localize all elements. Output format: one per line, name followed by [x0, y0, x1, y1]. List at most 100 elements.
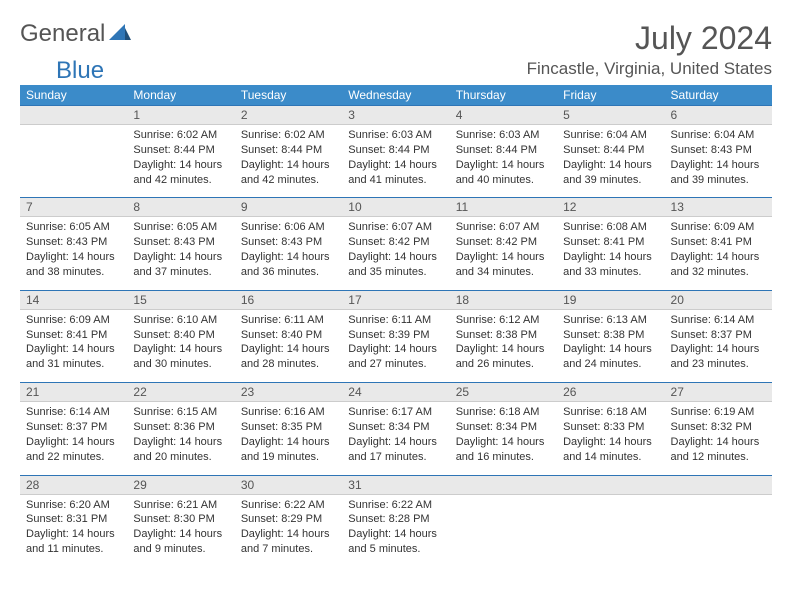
sunset-line: Sunset: 8:42 PM — [348, 235, 443, 250]
day-number-cell: 3 — [342, 106, 449, 125]
daylight-line: Daylight: 14 hours and 37 minutes. — [133, 250, 228, 280]
day-number-cell: 1 — [127, 106, 234, 125]
sunset-line: Sunset: 8:34 PM — [348, 420, 443, 435]
day-content-cell: Sunrise: 6:05 AMSunset: 8:43 PMDaylight:… — [20, 217, 127, 290]
day-number-cell: 16 — [235, 290, 342, 309]
day-content-cell: Sunrise: 6:17 AMSunset: 8:34 PMDaylight:… — [342, 402, 449, 475]
day-content-cell: Sunrise: 6:14 AMSunset: 8:37 PMDaylight:… — [665, 309, 772, 382]
weekday-header: Monday — [127, 85, 234, 106]
day-content-cell: Sunrise: 6:18 AMSunset: 8:33 PMDaylight:… — [557, 402, 664, 475]
daylight-line: Daylight: 14 hours and 12 minutes. — [671, 435, 766, 465]
sunset-line: Sunset: 8:36 PM — [133, 420, 228, 435]
day-number-row: 14151617181920 — [20, 290, 772, 309]
day-content-cell — [20, 125, 127, 198]
sunset-line: Sunset: 8:43 PM — [26, 235, 121, 250]
sunset-line: Sunset: 8:30 PM — [133, 512, 228, 527]
day-number-cell: 29 — [127, 475, 234, 494]
daylight-line: Daylight: 14 hours and 27 minutes. — [348, 342, 443, 372]
day-number-cell: 27 — [665, 383, 772, 402]
sunrise-line: Sunrise: 6:19 AM — [671, 405, 766, 420]
sunrise-line: Sunrise: 6:11 AM — [241, 313, 336, 328]
sunrise-line: Sunrise: 6:04 AM — [671, 128, 766, 143]
day-number-cell: 20 — [665, 290, 772, 309]
day-content-cell: Sunrise: 6:16 AMSunset: 8:35 PMDaylight:… — [235, 402, 342, 475]
daylight-line: Daylight: 14 hours and 34 minutes. — [456, 250, 551, 280]
weekday-header: Saturday — [665, 85, 772, 106]
sunset-line: Sunset: 8:43 PM — [671, 143, 766, 158]
daylight-line: Daylight: 14 hours and 38 minutes. — [26, 250, 121, 280]
daylight-line: Daylight: 14 hours and 7 minutes. — [241, 527, 336, 557]
day-number-cell: 25 — [450, 383, 557, 402]
day-number-row: 78910111213 — [20, 198, 772, 217]
logo-word1: General — [20, 20, 105, 48]
day-number-row: 123456 — [20, 106, 772, 125]
sunset-line: Sunset: 8:44 PM — [348, 143, 443, 158]
daylight-line: Daylight: 14 hours and 32 minutes. — [671, 250, 766, 280]
sunrise-line: Sunrise: 6:07 AM — [456, 220, 551, 235]
day-content-cell: Sunrise: 6:07 AMSunset: 8:42 PMDaylight:… — [342, 217, 449, 290]
header: General July 2024 Fincastle, Virginia, U… — [20, 20, 772, 79]
title-block: July 2024 Fincastle, Virginia, United St… — [527, 20, 772, 79]
sunset-line: Sunset: 8:35 PM — [241, 420, 336, 435]
daylight-line: Daylight: 14 hours and 33 minutes. — [563, 250, 658, 280]
daylight-line: Daylight: 14 hours and 39 minutes. — [671, 158, 766, 188]
daylight-line: Daylight: 14 hours and 22 minutes. — [26, 435, 121, 465]
weekday-header: Wednesday — [342, 85, 449, 106]
weekday-header: Friday — [557, 85, 664, 106]
sunset-line: Sunset: 8:41 PM — [26, 328, 121, 343]
logo-word2: Blue — [56, 57, 104, 85]
sunrise-line: Sunrise: 6:04 AM — [563, 128, 658, 143]
day-number-cell: 11 — [450, 198, 557, 217]
daylight-line: Daylight: 14 hours and 26 minutes. — [456, 342, 551, 372]
day-content-cell: Sunrise: 6:18 AMSunset: 8:34 PMDaylight:… — [450, 402, 557, 475]
sunrise-line: Sunrise: 6:18 AM — [563, 405, 658, 420]
sunset-line: Sunset: 8:44 PM — [241, 143, 336, 158]
day-number-cell: 31 — [342, 475, 449, 494]
sunrise-line: Sunrise: 6:17 AM — [348, 405, 443, 420]
day-number-cell: 26 — [557, 383, 664, 402]
sunrise-line: Sunrise: 6:05 AM — [26, 220, 121, 235]
daylight-line: Daylight: 14 hours and 39 minutes. — [563, 158, 658, 188]
day-content-row: Sunrise: 6:02 AMSunset: 8:44 PMDaylight:… — [20, 125, 772, 198]
day-number-cell: 7 — [20, 198, 127, 217]
day-content-cell: Sunrise: 6:08 AMSunset: 8:41 PMDaylight:… — [557, 217, 664, 290]
day-content-cell: Sunrise: 6:06 AMSunset: 8:43 PMDaylight:… — [235, 217, 342, 290]
weekday-header-row: SundayMondayTuesdayWednesdayThursdayFrid… — [20, 85, 772, 106]
sunrise-line: Sunrise: 6:20 AM — [26, 498, 121, 513]
sunrise-line: Sunrise: 6:12 AM — [456, 313, 551, 328]
sunset-line: Sunset: 8:38 PM — [563, 328, 658, 343]
day-content-cell: Sunrise: 6:03 AMSunset: 8:44 PMDaylight:… — [450, 125, 557, 198]
day-content-cell: Sunrise: 6:11 AMSunset: 8:39 PMDaylight:… — [342, 309, 449, 382]
sunrise-line: Sunrise: 6:22 AM — [348, 498, 443, 513]
daylight-line: Daylight: 14 hours and 20 minutes. — [133, 435, 228, 465]
sunset-line: Sunset: 8:39 PM — [348, 328, 443, 343]
sunset-line: Sunset: 8:38 PM — [456, 328, 551, 343]
calendar-table: SundayMondayTuesdayWednesdayThursdayFrid… — [20, 85, 772, 567]
sunrise-line: Sunrise: 6:11 AM — [348, 313, 443, 328]
weekday-header: Thursday — [450, 85, 557, 106]
sunset-line: Sunset: 8:41 PM — [671, 235, 766, 250]
daylight-line: Daylight: 14 hours and 19 minutes. — [241, 435, 336, 465]
logo-triangle-icon — [109, 24, 131, 45]
day-content-cell: Sunrise: 6:04 AMSunset: 8:43 PMDaylight:… — [665, 125, 772, 198]
daylight-line: Daylight: 14 hours and 40 minutes. — [456, 158, 551, 188]
daylight-line: Daylight: 14 hours and 17 minutes. — [348, 435, 443, 465]
day-number-cell: 2 — [235, 106, 342, 125]
sunset-line: Sunset: 8:32 PM — [671, 420, 766, 435]
sunrise-line: Sunrise: 6:02 AM — [133, 128, 228, 143]
sunrise-line: Sunrise: 6:03 AM — [348, 128, 443, 143]
day-number-cell: 18 — [450, 290, 557, 309]
day-content-cell: Sunrise: 6:10 AMSunset: 8:40 PMDaylight:… — [127, 309, 234, 382]
sunset-line: Sunset: 8:29 PM — [241, 512, 336, 527]
day-content-row: Sunrise: 6:14 AMSunset: 8:37 PMDaylight:… — [20, 402, 772, 475]
sunset-line: Sunset: 8:28 PM — [348, 512, 443, 527]
day-number-cell: 10 — [342, 198, 449, 217]
sunset-line: Sunset: 8:44 PM — [133, 143, 228, 158]
sunset-line: Sunset: 8:44 PM — [456, 143, 551, 158]
sunset-line: Sunset: 8:33 PM — [563, 420, 658, 435]
sunset-line: Sunset: 8:40 PM — [133, 328, 228, 343]
day-content-cell: Sunrise: 6:05 AMSunset: 8:43 PMDaylight:… — [127, 217, 234, 290]
day-number-cell: 12 — [557, 198, 664, 217]
sunrise-line: Sunrise: 6:22 AM — [241, 498, 336, 513]
sunrise-line: Sunrise: 6:09 AM — [671, 220, 766, 235]
